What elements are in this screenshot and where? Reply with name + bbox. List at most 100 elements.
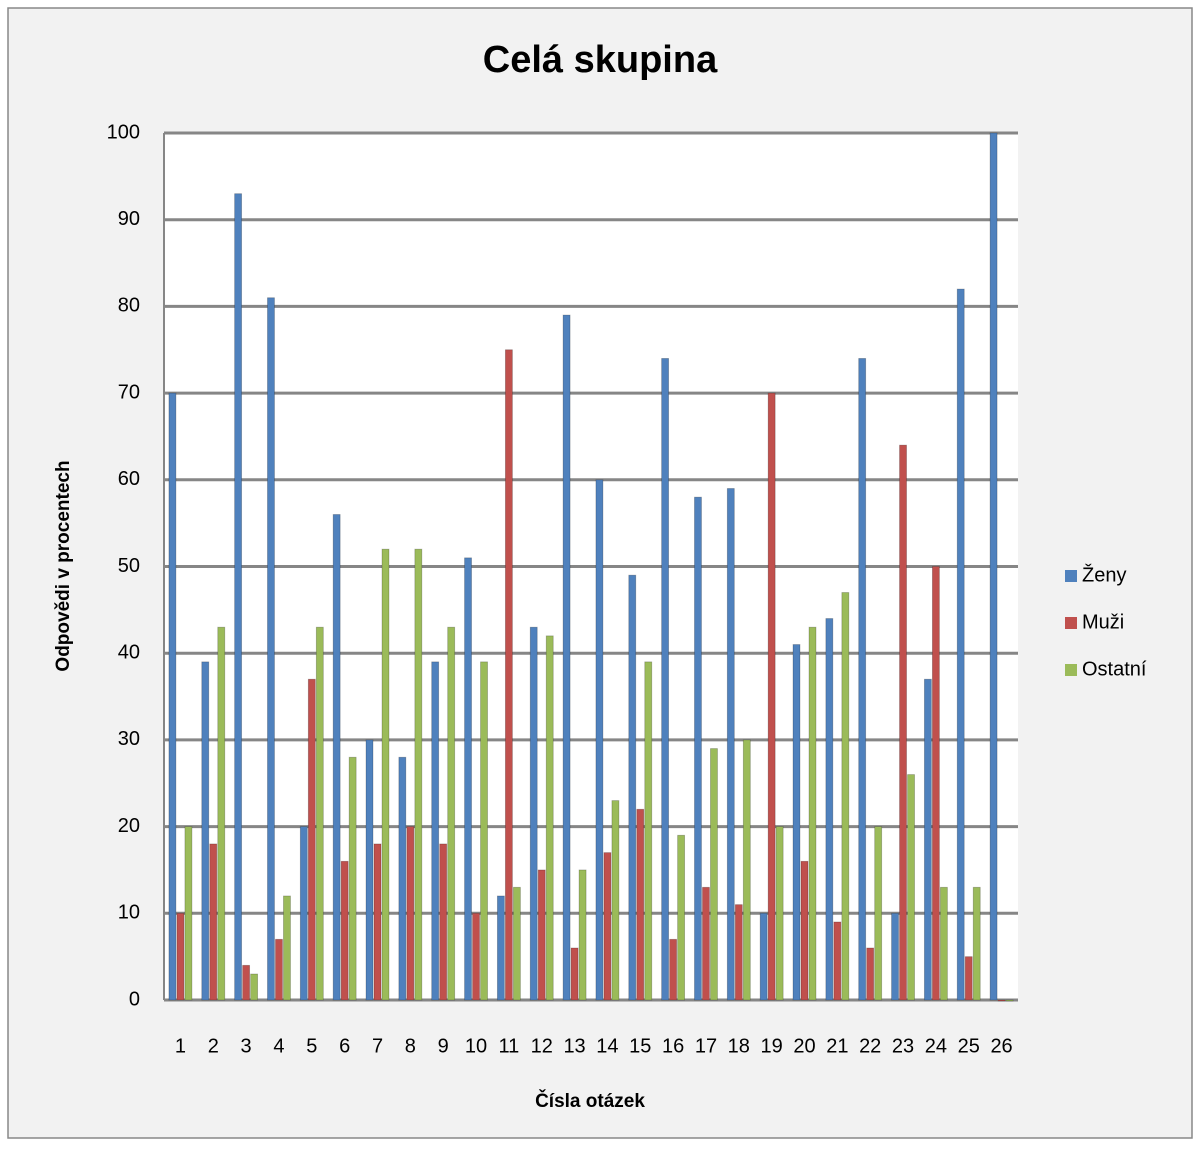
- y-axis-label: Odpovědi v procentech: [53, 460, 74, 671]
- bar: [562, 314, 571, 1001]
- bar: [299, 826, 308, 1001]
- legend-label: Muži: [1082, 611, 1124, 633]
- x-tick-label: 3: [241, 1035, 252, 1057]
- bar: [628, 574, 637, 1001]
- bar: [792, 644, 801, 1001]
- x-tick-label: 18: [728, 1035, 750, 1057]
- bar: [398, 756, 407, 1001]
- x-tick-label: 9: [438, 1035, 449, 1057]
- bar: [972, 886, 981, 1001]
- x-tick-label: 11: [499, 1035, 520, 1057]
- bar: [373, 843, 382, 1001]
- bar: [201, 661, 210, 1001]
- bar: [964, 956, 973, 1001]
- bar: [464, 557, 472, 1001]
- bar: [340, 860, 349, 1001]
- bar: [250, 973, 259, 1001]
- legend-swatch: [1065, 570, 1077, 582]
- y-tick-label: 40: [118, 641, 140, 663]
- bar: [283, 895, 291, 1001]
- bar: [931, 566, 940, 1001]
- x-tick-label: 17: [695, 1035, 717, 1057]
- x-tick-label: 7: [372, 1035, 383, 1057]
- bar: [184, 826, 193, 1001]
- bar: [414, 548, 423, 1001]
- bar: [767, 392, 776, 1001]
- x-tick-label: 4: [273, 1035, 284, 1057]
- x-tick-label: 25: [958, 1035, 980, 1057]
- x-tick-label: 26: [990, 1035, 1012, 1057]
- bar: [661, 358, 670, 1001]
- bar: [989, 132, 998, 1001]
- bar: [866, 947, 875, 1001]
- bar: [480, 661, 488, 1001]
- y-tick-label: 80: [118, 295, 140, 317]
- bar: [841, 592, 850, 1001]
- bar: [956, 288, 965, 1001]
- y-tick-label: 50: [118, 555, 140, 577]
- y-tick-label: 10: [118, 902, 140, 924]
- bar: [578, 869, 587, 1001]
- x-tick-label: 20: [793, 1035, 815, 1057]
- legend-label: Ostatní: [1082, 658, 1147, 680]
- bar: [406, 826, 415, 1001]
- bar: [644, 661, 653, 1001]
- bar: [307, 678, 316, 1001]
- bar: [759, 912, 768, 1001]
- bar: [168, 392, 177, 1001]
- y-tick-label: 20: [118, 815, 140, 837]
- x-tick-label: 19: [761, 1035, 783, 1057]
- bar: [439, 843, 448, 1001]
- bar: [825, 618, 834, 1001]
- bar: [636, 808, 645, 1001]
- x-tick-label: 23: [892, 1035, 914, 1057]
- y-tick-label: 30: [118, 728, 140, 750]
- legend-swatch: [1065, 617, 1077, 629]
- bar: [242, 964, 251, 1001]
- bar: [939, 886, 948, 1001]
- x-tick-label: 6: [339, 1035, 350, 1057]
- bar: [545, 635, 554, 1001]
- bar: [800, 860, 809, 1001]
- bar: [315, 626, 324, 1001]
- y-tick-label: 0: [129, 988, 140, 1010]
- bar: [907, 774, 915, 1001]
- bar: [537, 869, 546, 1001]
- bar: [669, 938, 678, 1001]
- x-tick-label: 12: [531, 1035, 553, 1057]
- bar: [234, 193, 243, 1001]
- x-tick-label: 24: [925, 1035, 947, 1057]
- y-tick-label: 70: [118, 381, 140, 403]
- bar: [775, 826, 784, 1001]
- bar: [496, 895, 505, 1001]
- bar: [603, 852, 612, 1001]
- x-tick-label: 22: [859, 1035, 881, 1057]
- bar: [611, 800, 620, 1001]
- x-tick-label: 10: [465, 1035, 487, 1057]
- bar: [833, 921, 842, 1001]
- bar: [997, 999, 1006, 1002]
- x-tick-label: 16: [662, 1035, 684, 1057]
- bar: [702, 886, 710, 1001]
- bar: [874, 826, 883, 1001]
- bar: [726, 488, 735, 1001]
- y-tick-label: 90: [118, 208, 140, 230]
- x-tick-label: 13: [563, 1035, 585, 1057]
- bar: [267, 297, 275, 1001]
- legend-label: Ženy: [1082, 563, 1126, 586]
- bar: [381, 548, 390, 1001]
- x-tick-label: 14: [596, 1035, 618, 1057]
- bar: [570, 947, 579, 1001]
- bar: [512, 886, 521, 1001]
- legend-swatch: [1065, 664, 1077, 676]
- x-tick-label: 15: [629, 1035, 651, 1057]
- bar: [176, 912, 185, 1001]
- bar: [275, 938, 283, 1001]
- bar: [899, 444, 907, 1001]
- bar: [431, 661, 440, 1001]
- bar: [472, 912, 480, 1001]
- bar: [808, 626, 817, 1001]
- bar: [742, 739, 751, 1001]
- bar: [529, 626, 538, 1001]
